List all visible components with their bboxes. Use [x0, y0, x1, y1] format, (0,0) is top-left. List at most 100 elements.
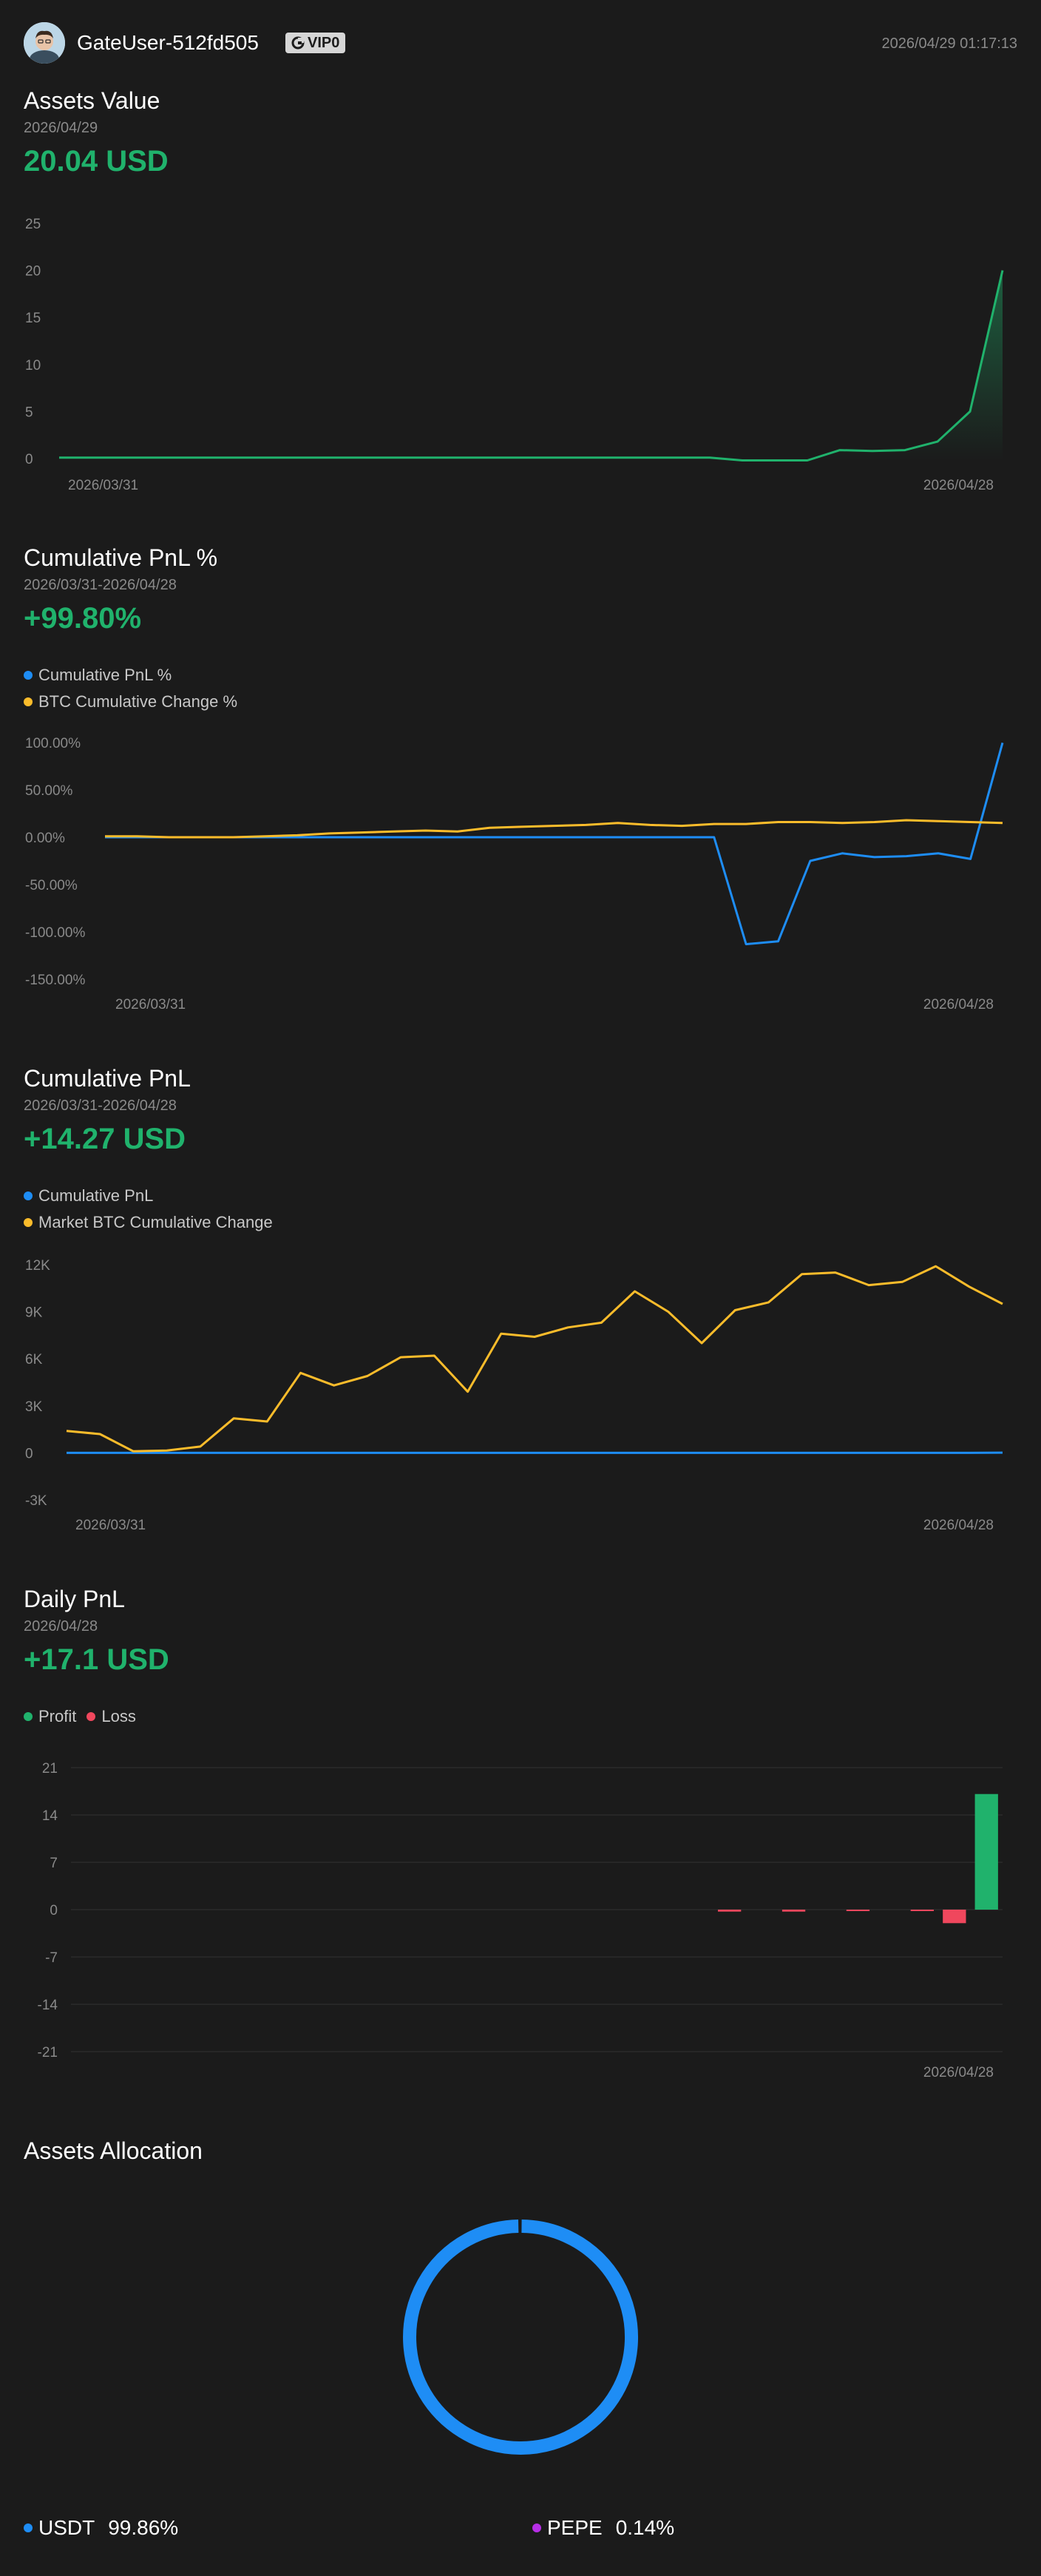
username: GateUser-512fd505 — [77, 31, 259, 54]
legend-label-profit: Profit — [38, 1707, 77, 1725]
legend-dot — [24, 671, 33, 680]
avatar[interactable] — [24, 22, 65, 64]
assets-value-chart[interactable]: 25 20 15 10 5 0 2026/03/31 2026/04/28 — [24, 206, 1017, 590]
x-end-label: 2026/04/28 — [923, 478, 994, 493]
y-tick-label: 12K — [25, 1258, 50, 1274]
legend-dot-profit — [24, 1712, 33, 1721]
gate-logo-icon — [291, 36, 305, 50]
vip-label: VIP0 — [308, 35, 340, 51]
y-tick-label: 0 — [50, 1903, 58, 1919]
y-tick-label: 14 — [42, 1808, 58, 1824]
y-tick-label: 25 — [25, 217, 41, 232]
legend-market-btc-change: Market BTC Cumulative Change — [24, 1213, 273, 1232]
loss-bar — [846, 1910, 870, 1911]
y-tick-label: -50.00% — [25, 878, 78, 893]
x-end-label: 2026/04/28 — [923, 2065, 994, 2080]
series-line-secondary — [66, 1265, 1003, 1453]
legend-label: Cumulative PnL % — [38, 666, 172, 684]
legend-dot — [24, 697, 33, 706]
x-end-label: 2026/04/28 — [923, 1518, 994, 1533]
y-tick-label: 0 — [25, 452, 33, 467]
legend-label: Market BTC Cumulative Change — [38, 1213, 273, 1231]
loss-bar — [910, 1910, 934, 1911]
y-tick-label: 50.00% — [25, 783, 73, 799]
donut-slice-usdt — [403, 2220, 639, 2455]
allocation-percent: 0.14% — [615, 2516, 675, 2539]
section-title: Assets Value — [24, 87, 160, 114]
y-tick-label: 7 — [50, 1856, 58, 1871]
y-tick-label: -14 — [38, 1998, 58, 2013]
legend-dot — [24, 1191, 33, 1200]
series-line-primary — [59, 270, 1004, 462]
y-tick-label: 9K — [25, 1305, 43, 1321]
allocation-name: PEPE — [547, 2516, 603, 2539]
legend-label: BTC Cumulative Change % — [38, 692, 238, 711]
legend-label-loss: Loss — [101, 1707, 136, 1725]
y-tick-label: -21 — [38, 2045, 58, 2061]
cumulative-pnl-pct-chart[interactable]: 100.00% 50.00% 0.00% -50.00% -100.00% -150.00… — [24, 720, 1017, 1016]
x-end-label: 2026/04/28 — [923, 997, 994, 1013]
legend-label: Cumulative PnL — [38, 1186, 154, 1205]
loss-bar — [781, 1910, 806, 1912]
x-start-label: 2026/03/31 — [75, 1518, 146, 1533]
daily-pnl-section: Daily PnL 2026/04/28 +17.1 USD Profit Lo… — [24, 1586, 1017, 2089]
timestamp: 2026/04/29 01:17:13 — [881, 36, 1017, 52]
loss-bar — [943, 1910, 966, 1924]
legend-dot — [24, 2523, 33, 2532]
header: GateUser-512fd505 VIP0 2026/04/29 01:17:… — [24, 22, 1017, 64]
section-value: +17.1 USD — [24, 1643, 169, 1676]
legend-profit-loss: Profit Loss — [24, 1707, 136, 1726]
y-tick-label: 100.00% — [25, 736, 81, 751]
legend-dot — [532, 2523, 541, 2532]
legend-cumulative-pnl: Cumulative PnL — [24, 1186, 153, 1206]
y-tick-label: 10 — [25, 358, 41, 373]
series-line-primary — [105, 742, 1004, 946]
section-value: 20.04 USD — [24, 145, 169, 178]
section-date: 2026/03/31-2026/04/28 — [24, 577, 177, 593]
cumulative-pnl-chart[interactable]: 12K 9K 6K 3K 0 -3K 2026/03/31 2026/04/28 — [24, 1241, 1017, 1537]
y-tick-label: 15 — [25, 311, 41, 326]
section-value: +99.80% — [24, 602, 142, 635]
vip-badge: VIP0 — [285, 33, 346, 53]
legend-dot — [24, 1218, 33, 1227]
section-date: 2026/03/31-2026/04/28 — [24, 1098, 177, 1114]
section-date: 2026/04/29 — [24, 120, 98, 136]
allocation-legend-usdt: USDT 99.86% — [24, 2516, 178, 2540]
x-start-label: 2026/03/31 — [115, 997, 186, 1013]
allocation-name: USDT — [38, 2516, 95, 2539]
y-tick-label: 3K — [25, 1399, 43, 1415]
section-date: 2026/04/28 — [24, 1618, 98, 1634]
legend-dot-loss — [87, 1712, 96, 1721]
x-start-label: 2026/03/31 — [68, 478, 138, 493]
y-tick-label: 21 — [42, 1761, 58, 1777]
section-value: +14.27 USD — [24, 1123, 186, 1155]
allocation-percent: 99.86% — [108, 2516, 179, 2539]
section-title: Daily PnL — [24, 1586, 125, 1612]
profit-bar — [974, 1794, 998, 1910]
y-tick-label: -150.00% — [25, 973, 85, 988]
assets-allocation-chart[interactable] — [24, 2211, 1017, 2478]
assets-allocation-section: Assets Allocation USDT 99.86% PEPE 0.14% — [24, 2137, 1017, 2552]
allocation-legend-pepe: PEPE 0.14% — [532, 2516, 674, 2540]
section-title: Cumulative PnL % — [24, 544, 218, 571]
y-tick-label: -7 — [45, 1950, 58, 1966]
y-tick-label: 0 — [25, 1446, 33, 1461]
legend-btc-change-pct: BTC Cumulative Change % — [24, 692, 237, 711]
series-line-secondary — [105, 819, 1003, 839]
y-tick-label: 20 — [25, 264, 41, 280]
assets-value-section: Assets Value 2026/04/29 20.04 USD 25 20 15… — [24, 87, 1017, 501]
legend-cumulative-pnl-pct: Cumulative PnL % — [24, 666, 172, 685]
y-tick-label: 0.00% — [25, 831, 65, 846]
y-tick-label: -3K — [25, 1493, 47, 1509]
daily-pnl-chart[interactable]: 21 14 7 0 -7 -14 -21 2026/04/28 — [24, 1738, 1017, 2086]
y-tick-label: -100.00% — [25, 925, 85, 941]
cumulative-pnl-section: Cumulative PnL 2026/03/31-2026/04/28 +14… — [24, 1065, 1017, 1538]
y-tick-label: 6K — [25, 1352, 43, 1368]
y-tick-label: 5 — [25, 405, 33, 420]
area-fill — [59, 270, 1003, 461]
cumulative-pnl-pct-section: Cumulative PnL % 2026/03/31-2026/04/28 +… — [24, 544, 1017, 1018]
loss-bar — [718, 1910, 742, 1912]
section-title: Assets Allocation — [24, 2137, 203, 2164]
section-title: Cumulative PnL — [24, 1065, 191, 1092]
